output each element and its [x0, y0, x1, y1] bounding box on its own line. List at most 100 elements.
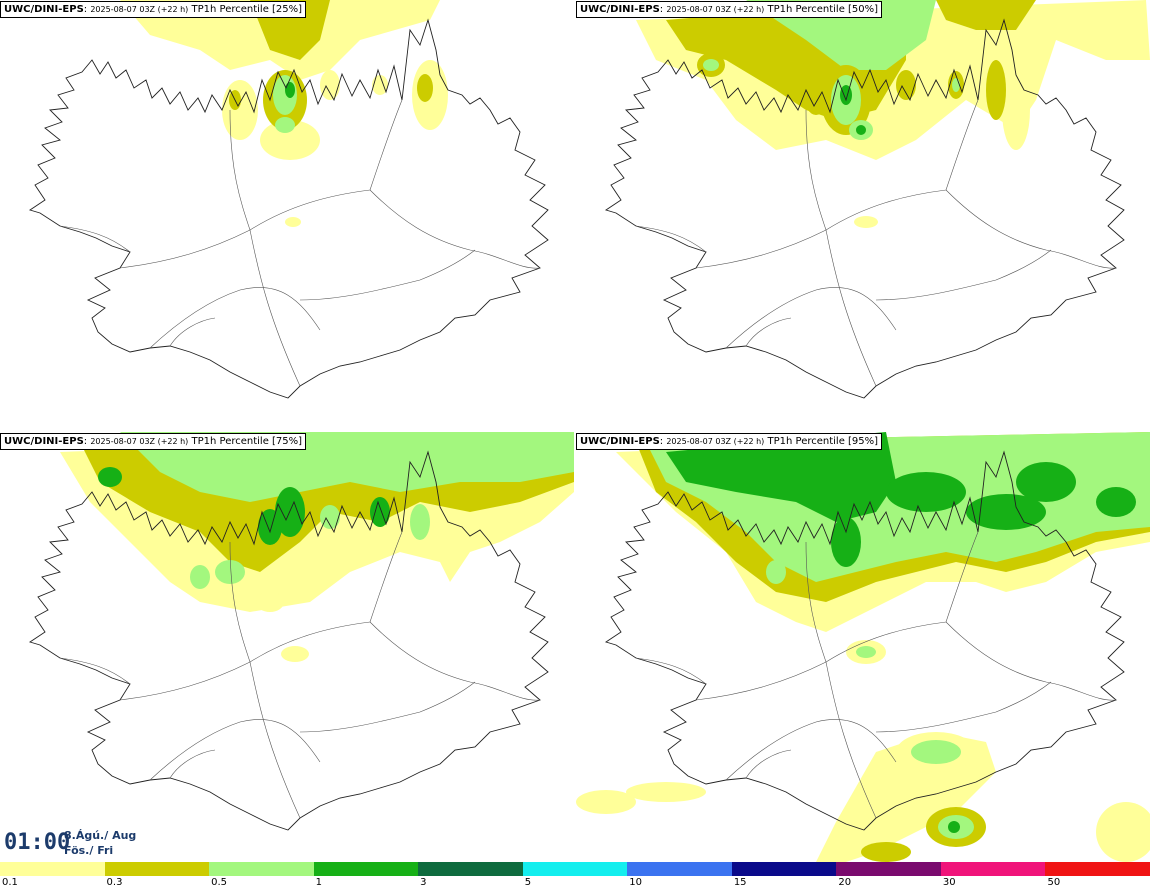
road-line: [825, 661, 877, 819]
legend-swatch: [627, 862, 733, 876]
legend-label: 10: [629, 877, 642, 888]
valid-weekday: Fös./ Fri: [64, 844, 114, 857]
road-line: [635, 225, 707, 253]
precip-area: [190, 565, 210, 589]
precip-area: [370, 497, 390, 527]
map-panel-p25: UWC/DINI-EPS: 2025-08-07 03Z (+22 h) TP1…: [0, 0, 574, 430]
precip-area: [410, 504, 430, 540]
legend-label: 0.1: [2, 877, 18, 888]
precip-field: [636, 0, 1150, 228]
model-name: UWC/DINI-EPS: [4, 4, 84, 15]
road-line: [119, 189, 371, 269]
precip-area: [626, 782, 706, 802]
road-line: [369, 189, 541, 269]
valid-date: 8.Ágú./ Aug: [64, 829, 137, 842]
precip-area: [886, 472, 966, 512]
legend-label: 5: [524, 877, 532, 888]
road-line: [369, 621, 541, 701]
legend-label: 0.3: [106, 877, 123, 888]
coastline-path: [28, 450, 549, 831]
precip-map: [28, 0, 549, 399]
road-line: [695, 621, 947, 701]
precip-area: [98, 467, 122, 487]
precip-area: [256, 592, 284, 612]
coastline-path: [604, 18, 1125, 399]
map-panel-p95: UWC/DINI-EPS: 2025-08-07 03Z (+22 h) TP1…: [576, 432, 1150, 862]
road-line: [635, 657, 707, 685]
parameter-label: TP1h Percentile [50%]: [767, 4, 879, 15]
precip-area: [1016, 462, 1076, 502]
precip-area: [1096, 802, 1150, 862]
coastline: [604, 18, 1125, 399]
parameter-label: TP1h Percentile [75%]: [191, 436, 303, 447]
legend-label: 3: [420, 877, 427, 888]
legend-swatch: [731, 862, 838, 876]
coastline: [28, 450, 549, 831]
valid-time-clock: 01:00: [4, 830, 71, 855]
precip-area: [840, 85, 852, 105]
road-line: [59, 657, 131, 685]
road-line: [119, 621, 371, 701]
precip-area: [372, 75, 388, 95]
road-line: [369, 99, 403, 191]
parameter-label: TP1h Percentile [95%]: [767, 436, 879, 447]
precip-area: [766, 560, 786, 584]
road-line: [149, 287, 321, 349]
precip-area: [285, 82, 295, 98]
legend-label: 1: [315, 877, 322, 888]
precip-area: [215, 560, 245, 584]
legend-swatch: [1045, 862, 1150, 876]
road-line: [229, 109, 251, 231]
model-name: UWC/DINI-EPS: [580, 436, 660, 447]
road-line: [169, 317, 216, 347]
panel-header: UWC/DINI-EPS: 2025-08-07 03Z (+22 h) TP1…: [0, 433, 307, 450]
legend-swatch: [418, 862, 524, 876]
map-panel-p75: UWC/DINI-EPS: 2025-08-07 03Z (+22 h) TP1…: [0, 432, 574, 862]
road-line: [249, 661, 301, 819]
precip-area: [831, 517, 861, 567]
precip-area: [911, 740, 961, 764]
precip-map: [576, 432, 1150, 862]
road-line: [169, 749, 216, 779]
road-line: [299, 681, 476, 733]
coastline-path: [604, 450, 1125, 831]
legend-swatch: [104, 862, 211, 876]
precip-area: [320, 505, 340, 529]
panel-header: UWC/DINI-EPS: 2025-08-07 03Z (+22 h) TP1…: [576, 433, 883, 450]
precip-area: [896, 70, 916, 100]
road-line: [695, 189, 947, 269]
precip-area: [285, 217, 301, 227]
precip-area: [948, 821, 960, 833]
road-line: [945, 531, 979, 623]
panel-header: UWC/DINI-EPS: 2025-08-07 03Z (+22 h) TP1…: [0, 1, 307, 18]
road-line: [249, 229, 301, 387]
road-line: [369, 531, 403, 623]
coastline: [28, 18, 549, 399]
precip-area: [861, 842, 911, 862]
precip-area: [260, 120, 320, 160]
precip-area: [703, 59, 719, 71]
precip-area: [936, 0, 1036, 30]
road-line: [229, 541, 251, 663]
model-name: UWC/DINI-EPS: [580, 4, 660, 15]
road-line: [825, 229, 877, 387]
road-line: [745, 749, 792, 779]
legend-label: 50: [1047, 877, 1061, 888]
coastline: [604, 450, 1125, 831]
precip-area: [804, 75, 828, 115]
precip-area: [856, 646, 876, 658]
legend-swatch: [836, 862, 942, 876]
road-line: [875, 681, 1052, 733]
precip-area: [1096, 487, 1136, 517]
precip-map: [28, 432, 574, 831]
run-info: 2025-08-07 03Z (+22 h): [666, 5, 765, 14]
panel-header: UWC/DINI-EPS: 2025-08-07 03Z (+22 h) TP1…: [576, 1, 883, 18]
precip-area: [986, 60, 1006, 120]
precip-field: [120, 0, 448, 227]
road-line: [725, 287, 897, 349]
legend-swatch: [522, 862, 629, 876]
legend-swatch: [0, 862, 106, 876]
precip-area: [952, 78, 960, 92]
precip-area: [854, 216, 878, 228]
legend-swatch: [940, 862, 1047, 876]
